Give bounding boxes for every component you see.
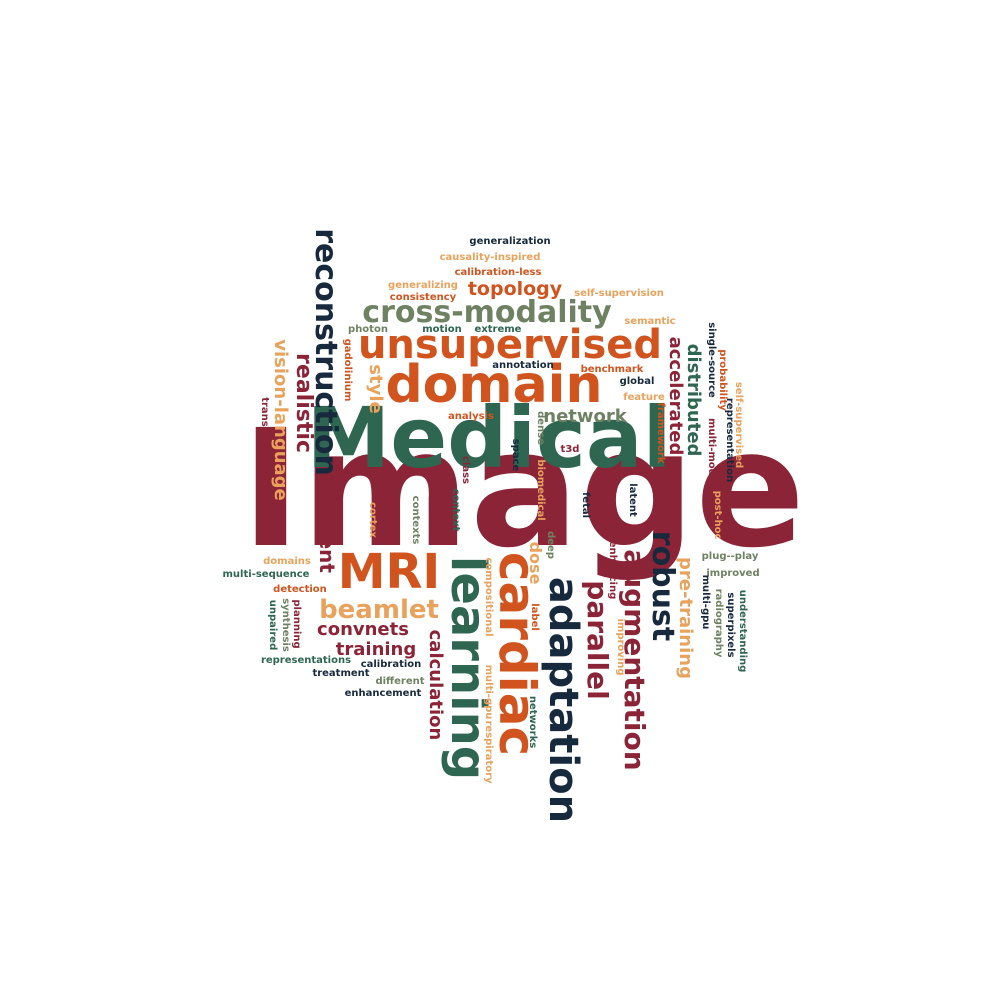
word-feature: feature — [623, 392, 665, 403]
word-accelerated: accelerated — [665, 337, 686, 456]
word-plug-play: plug--play — [702, 551, 759, 562]
word-mri: MRI — [338, 544, 441, 600]
word-multi-gpu: multi-gpu — [700, 575, 711, 630]
word-enhancement: enhancement — [345, 688, 422, 699]
word-deep: deep — [545, 531, 556, 559]
word-radiography: radiography — [713, 589, 724, 658]
word-augmentation: augmentation — [618, 549, 651, 770]
word-superpixels: superpixels — [725, 592, 736, 657]
word-training: training — [336, 639, 416, 660]
word-image: Image — [241, 396, 805, 584]
word-robust: robust — [645, 531, 680, 641]
word-topology: topology — [468, 278, 563, 300]
word-segmentations: segmentations — [259, 451, 270, 535]
word-multi-gpu-2: multi-gpu — [483, 665, 494, 720]
word-causality-inspired: causality-inspired — [440, 252, 541, 263]
word-unsupervised: unsupervised — [358, 322, 662, 368]
word-calibration-less: calibration-less — [455, 267, 542, 278]
word-fetal: fetal — [580, 492, 591, 518]
word-dense: dense — [535, 411, 546, 445]
word-network: network — [543, 406, 627, 427]
word-label: label — [529, 603, 540, 631]
word-vision-language: vision-language — [270, 339, 291, 501]
word-latent: latent — [627, 483, 638, 517]
word-improving: improving — [615, 618, 626, 675]
word-learning: learning — [440, 556, 496, 780]
word-annotation: annotation — [492, 360, 554, 371]
word-space: space — [510, 439, 521, 472]
word-synthesis: synthesis — [280, 598, 291, 652]
word-representations: representations — [261, 655, 351, 666]
word-style: style — [365, 364, 386, 413]
word-reconstruction: reconstruction — [308, 228, 343, 476]
word-calibration: calibration — [361, 659, 422, 670]
word-cross-modality: cross-modality — [362, 295, 612, 330]
word-planning: planning — [291, 599, 302, 648]
word-motion: motion — [422, 324, 462, 335]
word-pre-training: pre-training — [675, 557, 696, 679]
word-calculation: calculation — [425, 630, 446, 741]
word-post-hoc: post-hoc — [712, 491, 723, 540]
word-multi-modal: multi-modal — [706, 418, 717, 486]
word-extreme: extreme — [475, 324, 522, 335]
word-distributed: distributed — [683, 344, 704, 457]
word-biomedical: biomedical — [535, 459, 546, 520]
word-generalization: generalization — [469, 236, 550, 247]
word-efficient: efficient — [315, 481, 339, 573]
word-class: class — [460, 456, 471, 484]
word-context: context — [450, 489, 461, 532]
word-transfer: transfer — [259, 397, 270, 443]
word-semantic: semantic — [624, 316, 675, 327]
word-single-source: single-source — [706, 322, 717, 398]
word-convnets: convnets — [317, 619, 409, 640]
word-realistic: realistic — [291, 353, 316, 453]
word-networks: networks — [527, 696, 538, 748]
word-multi-sequence: multi-sequence — [223, 569, 310, 580]
word-cardiac: cardiac — [488, 552, 546, 756]
word-cortex: cortex — [367, 502, 378, 538]
word-respiratory: respiratory — [483, 720, 494, 784]
word-unpaired: unpaired — [267, 600, 278, 650]
word-self-supervision: self-supervision — [574, 288, 664, 299]
word-beamlet: beamlet — [319, 595, 439, 625]
word-enhancing: enhancing — [607, 541, 618, 600]
word-gadolinium: gadolinium — [342, 339, 353, 402]
word-consistency: consistency — [390, 292, 457, 303]
word-dose: dose — [526, 542, 545, 585]
word-t3d: t3d — [561, 444, 580, 455]
word-domain: domain — [385, 355, 602, 415]
word-global: global — [620, 376, 655, 387]
word-adaptation: adaptation — [540, 577, 586, 823]
word-parallel: parallel — [581, 580, 614, 699]
word-self-supervised: self-supervised — [733, 382, 744, 468]
word-analysis: analysis — [448, 411, 494, 422]
word-detection: detection — [273, 584, 327, 595]
word-generalizing: generalizing — [388, 280, 458, 291]
word-domains: domains — [263, 556, 311, 567]
word-representation: representation — [724, 398, 735, 482]
word-understanding: understanding — [737, 590, 748, 673]
word-different: different — [375, 676, 424, 687]
word-medical: Medical — [307, 389, 672, 487]
word-compositional: compositional — [483, 558, 494, 637]
word-probability: probability — [717, 349, 728, 411]
word-photon: photon — [348, 324, 388, 335]
word-improved: improved — [706, 568, 759, 579]
word-treatment: treatment — [312, 668, 369, 679]
word-contexts: contexts — [410, 496, 421, 545]
word-benchmark: benchmark — [581, 364, 644, 375]
word-framework: framework — [655, 403, 666, 464]
